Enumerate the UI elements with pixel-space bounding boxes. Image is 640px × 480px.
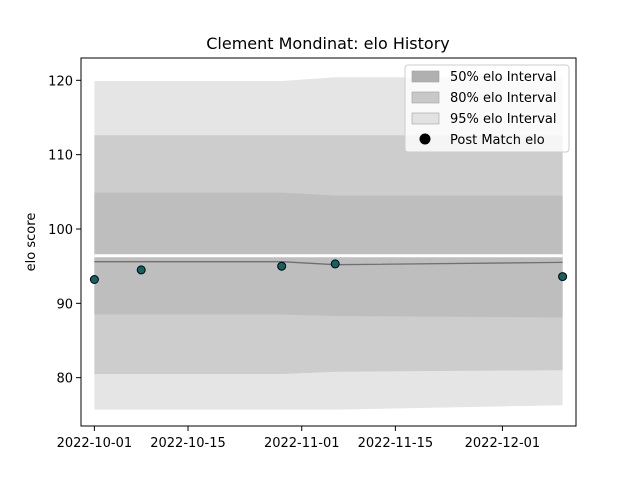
y-tick-label: 100 [48,223,73,238]
y-tick-label: 110 [48,149,73,164]
interval-bands [94,77,563,410]
band-gap [94,254,563,258]
y-tick-label: 80 [56,372,73,387]
post-match-point [558,272,568,282]
legend-swatch [411,112,440,125]
legend-swatch [411,70,440,83]
legend-marker [419,133,431,145]
legend-label: 50% elo Interval [450,70,557,85]
legend-label: Post Match elo [450,133,545,148]
x-tick-label: 2022-11-15 [358,436,434,451]
legend-label: 95% elo Interval [450,112,557,127]
x-axis-ticks: 2022-10-01 2022-10-15 2022-11-01 2022-11-15… [57,426,541,451]
legend-box [404,64,570,153]
chart-title: Clement Mondinat: elo History [206,34,450,53]
x-tick-label: 2022-11-01 [264,436,340,451]
post-match-point [330,259,340,269]
post-match-point [136,265,146,275]
legend-label: 80% elo Interval [450,91,557,106]
legend: 50% elo Interval 80% elo Interval 95% elo … [404,64,570,153]
post-match-points [89,259,568,284]
y-tick-label: 90 [56,297,73,312]
y-axis-label: elo score [24,213,39,272]
post-match-point [277,261,287,271]
legend-swatch [411,91,440,104]
y-tick-label: 120 [48,74,73,89]
x-tick-label: 2022-10-01 [57,436,133,451]
post-match-point [89,275,99,284]
x-tick-label: 2022-10-15 [150,436,226,451]
plot-frame [80,57,577,427]
y-axis-ticks: 80 90 100 110 120 [48,74,81,387]
x-tick-label: 2022-12-01 [465,436,541,451]
